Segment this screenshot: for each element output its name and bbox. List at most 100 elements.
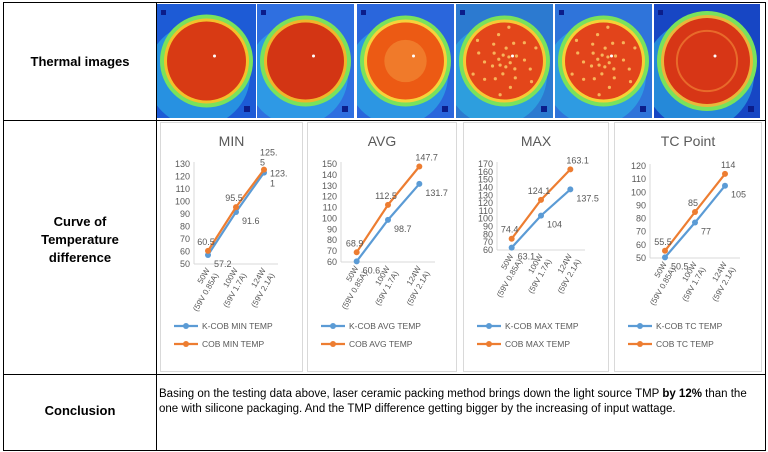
data-point bbox=[508, 244, 515, 251]
legend-swatch-marker bbox=[330, 323, 336, 329]
y-tick-label: 150 bbox=[478, 175, 493, 185]
data-label: 63.1 bbox=[518, 252, 536, 262]
data-label: 50.5 bbox=[671, 261, 689, 271]
table-border-left bbox=[3, 2, 4, 451]
data-label: 91.6 bbox=[242, 216, 260, 226]
y-tick-label: 100 bbox=[631, 187, 646, 197]
y-tick-label: 70 bbox=[483, 237, 493, 247]
data-label: 105 bbox=[731, 190, 746, 200]
y-tick-label: 140 bbox=[478, 182, 493, 192]
data-point bbox=[416, 180, 423, 187]
conclusion-text-part: than the one with silicone packaging. An… bbox=[159, 388, 747, 415]
y-tick-label: 60 bbox=[327, 257, 337, 267]
y-tick-label: 90 bbox=[327, 224, 337, 234]
data-label: 131.7 bbox=[425, 188, 448, 198]
y-tick-label: 120 bbox=[175, 172, 190, 182]
y-tick-label: 80 bbox=[636, 214, 646, 224]
chart-frame bbox=[614, 122, 762, 372]
chart-frame bbox=[307, 122, 457, 372]
data-point bbox=[722, 170, 728, 177]
data-point bbox=[233, 204, 239, 211]
y-tick-label: 70 bbox=[180, 234, 190, 244]
y-tick-label: 70 bbox=[327, 246, 337, 256]
y-tick-label: 50 bbox=[636, 253, 646, 263]
row-divider-2 bbox=[3, 374, 766, 375]
thermal-image bbox=[456, 4, 553, 118]
data-point bbox=[261, 166, 267, 173]
y-tick-label: 100 bbox=[322, 213, 337, 223]
legend-label: K-COB MAX TEMP bbox=[505, 321, 579, 331]
legend-swatch-marker bbox=[183, 323, 189, 329]
data-label: 98.7 bbox=[394, 224, 412, 234]
data-label: 123. 1 bbox=[270, 169, 288, 189]
y-tick-label: 130 bbox=[175, 159, 190, 169]
legend-swatch-marker bbox=[637, 323, 643, 329]
y-tick-label: 120 bbox=[322, 192, 337, 202]
y-tick-label: 110 bbox=[479, 206, 493, 216]
data-label: 77 bbox=[701, 227, 711, 237]
y-tick-label: 110 bbox=[632, 174, 646, 184]
data-point bbox=[538, 212, 544, 219]
legend-swatch-marker bbox=[637, 341, 643, 347]
row-label-conclusion: Conclusion bbox=[44, 403, 116, 418]
thermal-image bbox=[257, 4, 354, 118]
legend-label: COB MIN TEMP bbox=[202, 339, 265, 349]
thermal-image bbox=[157, 4, 256, 118]
y-tick-label: 90 bbox=[636, 200, 646, 210]
data-label: 104 bbox=[547, 220, 562, 230]
data-point bbox=[385, 201, 391, 208]
legend-label: K-COB TC TEMP bbox=[656, 321, 723, 331]
chart-title: TC Point bbox=[661, 133, 716, 149]
conclusion-highlight: by 12% bbox=[662, 388, 702, 400]
legend-label: COB TC TEMP bbox=[656, 339, 714, 349]
data-label: 55.5 bbox=[654, 237, 672, 247]
y-tick-label: 60 bbox=[180, 247, 190, 257]
data-point bbox=[205, 252, 211, 258]
y-tick-label: 100 bbox=[478, 214, 493, 224]
conclusion-text: Basing on the testing data above, laser … bbox=[159, 387, 759, 417]
data-label: 95.5 bbox=[225, 193, 243, 203]
y-tick-label: 50 bbox=[180, 259, 190, 269]
data-label: 163.1 bbox=[566, 155, 589, 165]
y-tick-label: 140 bbox=[322, 170, 337, 180]
y-tick-label: 70 bbox=[636, 227, 646, 237]
chart-frame bbox=[160, 122, 303, 372]
data-label: 137.5 bbox=[576, 193, 599, 203]
data-point bbox=[353, 249, 360, 256]
legend-label: K-COB AVG TEMP bbox=[349, 321, 421, 331]
column-divider bbox=[156, 2, 157, 451]
y-tick-label: 60 bbox=[483, 245, 493, 255]
data-label: 112.5 bbox=[375, 191, 397, 201]
y-tick-label: 150 bbox=[322, 159, 337, 169]
y-tick-label: 90 bbox=[180, 209, 190, 219]
data-label: 124.1 bbox=[528, 186, 551, 196]
data-point bbox=[508, 235, 515, 242]
data-label: 68.9 bbox=[346, 238, 364, 248]
data-point bbox=[353, 258, 360, 265]
thermal-image bbox=[357, 4, 454, 118]
data-point bbox=[662, 254, 668, 261]
chart-title: MIN bbox=[219, 133, 245, 149]
legend-label: COB AVG TEMP bbox=[349, 339, 413, 349]
chart-min: MIN 50 60 70 80 90 100 110 120 130 50W(59V 0.85A) 1… bbox=[160, 122, 303, 372]
data-label: 60.5 bbox=[197, 237, 215, 247]
data-point bbox=[538, 196, 544, 203]
y-tick-label: 130 bbox=[322, 181, 337, 191]
chart-max: MAX 60 70 80 90 100 110 120 130 140 150 160 170 50W(5… bbox=[463, 122, 609, 372]
thermal-image bbox=[654, 4, 760, 118]
y-tick-label: 120 bbox=[631, 161, 646, 171]
data-point bbox=[662, 247, 668, 254]
y-tick-label: 80 bbox=[483, 229, 493, 239]
table-border-right bbox=[765, 2, 766, 451]
data-label: 114 bbox=[721, 160, 735, 170]
y-tick-label: 90 bbox=[483, 222, 493, 232]
data-point bbox=[567, 166, 574, 173]
table-border-bottom bbox=[3, 450, 766, 451]
data-point bbox=[722, 182, 728, 189]
data-point bbox=[205, 247, 211, 254]
row-label-curve: Curve of Temperature difference bbox=[41, 214, 119, 265]
data-label: 147.7 bbox=[415, 153, 438, 163]
legend-swatch-marker bbox=[486, 341, 492, 347]
y-tick-label: 110 bbox=[176, 184, 190, 194]
chart-avg: AVG 60 70 80 90 100 110 120 130 140 150 50W(59V 0.8… bbox=[307, 122, 457, 372]
